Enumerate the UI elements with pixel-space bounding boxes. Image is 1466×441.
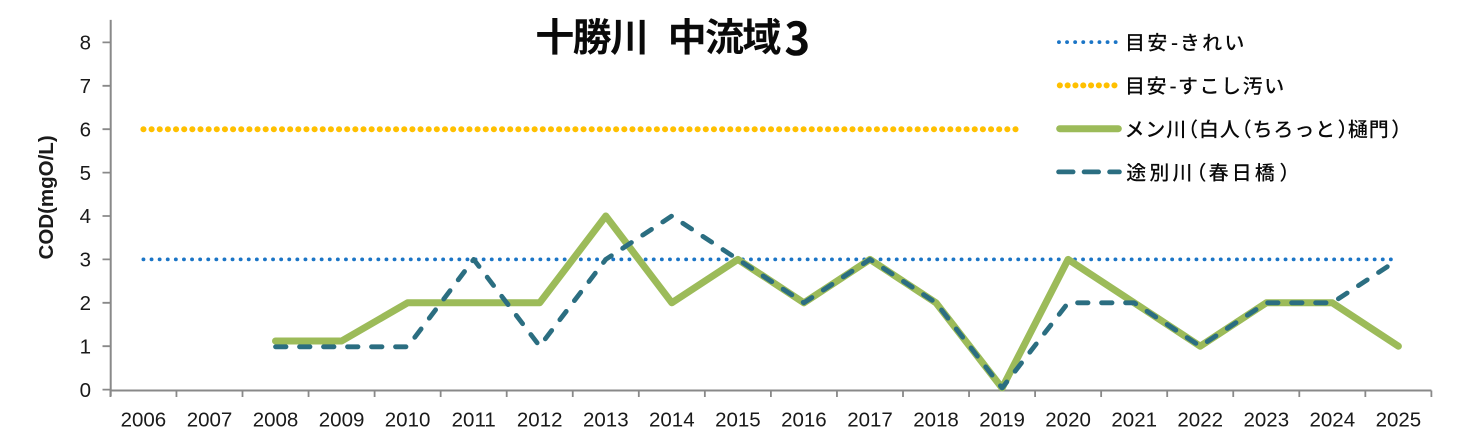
- svg-text:2008: 2008: [253, 408, 299, 431]
- svg-text:2017: 2017: [847, 408, 893, 431]
- svg-text:2010: 2010: [385, 408, 431, 431]
- svg-text:2021: 2021: [1111, 408, 1157, 431]
- svg-text:2007: 2007: [187, 408, 233, 431]
- svg-text:2024: 2024: [1309, 408, 1355, 431]
- svg-text:COD(mgO/L): COD(mgO/L): [35, 135, 58, 259]
- svg-text:2011: 2011: [452, 408, 496, 431]
- svg-text:2014: 2014: [649, 408, 695, 431]
- svg-text:3: 3: [80, 249, 91, 272]
- svg-text:0: 0: [80, 379, 91, 402]
- svg-text:2019: 2019: [979, 408, 1025, 431]
- svg-text:2022: 2022: [1177, 408, 1223, 431]
- svg-text:5: 5: [80, 162, 91, 185]
- svg-text:2013: 2013: [583, 408, 629, 431]
- svg-text:2: 2: [80, 292, 91, 315]
- svg-text:2015: 2015: [715, 408, 761, 431]
- svg-text:1: 1: [80, 335, 91, 358]
- svg-text:7: 7: [80, 75, 91, 98]
- svg-text:2009: 2009: [319, 408, 365, 431]
- svg-text:2016: 2016: [781, 408, 827, 431]
- svg-text:2018: 2018: [913, 408, 959, 431]
- svg-text:4: 4: [80, 205, 91, 228]
- svg-text:2012: 2012: [517, 408, 563, 431]
- svg-text:6: 6: [80, 118, 91, 141]
- svg-text:2020: 2020: [1045, 408, 1091, 431]
- svg-text:8: 8: [80, 32, 91, 55]
- svg-text:2006: 2006: [121, 408, 167, 431]
- svg-text:2025: 2025: [1376, 408, 1422, 431]
- svg-text:2023: 2023: [1243, 408, 1289, 431]
